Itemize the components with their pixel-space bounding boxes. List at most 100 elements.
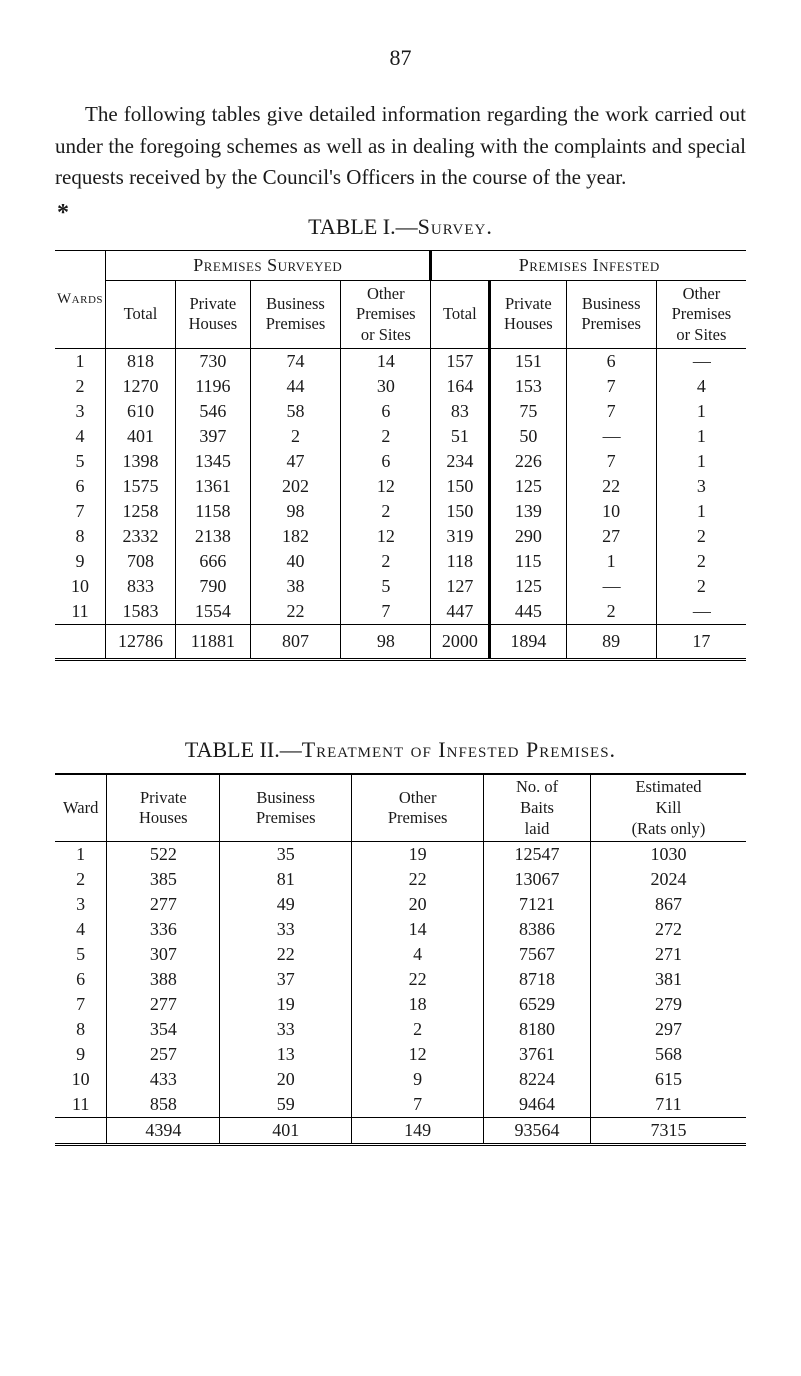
- t2-col-baits: No. ofBaitslaid: [484, 774, 591, 841]
- ward-number: 11: [55, 599, 106, 625]
- cell-value: 615: [590, 1067, 746, 1092]
- cell-value: 8224: [484, 1067, 591, 1092]
- ward-number: 1: [55, 349, 106, 375]
- cell-value: 7: [566, 449, 656, 474]
- cell-value: —: [656, 599, 746, 625]
- cell-value: 290: [490, 524, 566, 549]
- ward-number: 7: [55, 499, 106, 524]
- cell-value: 447: [431, 599, 490, 625]
- cell-value: 10: [566, 499, 656, 524]
- t1-total-7: 17: [656, 625, 746, 660]
- t2-total-1: 4394: [107, 1118, 220, 1145]
- cell-value: 38: [250, 574, 340, 599]
- cell-value: 37: [220, 967, 352, 992]
- ward-number: 10: [55, 1067, 107, 1092]
- cell-value: 433: [107, 1067, 220, 1092]
- cell-value: 157: [431, 349, 490, 375]
- table2-title-prefix: TABLE II.—: [185, 737, 302, 762]
- t2-total-5: 7315: [590, 1118, 746, 1145]
- marginal-mark-icon: *: [27, 195, 69, 231]
- ward-number: 4: [55, 917, 107, 942]
- cell-value: 6: [341, 449, 431, 474]
- cell-value: 226: [490, 449, 566, 474]
- cell-value: —: [566, 424, 656, 449]
- survey-table: Wards Premises Surveyed Premises Infeste…: [55, 250, 746, 662]
- table-row: 181873074141571516—: [55, 349, 746, 375]
- col-private-houses-2: PrivateHouses: [490, 280, 566, 349]
- cell-value: 381: [590, 967, 746, 992]
- cell-value: 153: [490, 374, 566, 399]
- cell-value: 5: [341, 574, 431, 599]
- cell-value: 7: [352, 1092, 484, 1118]
- ward-number: 6: [55, 474, 106, 499]
- cell-value: 7: [566, 399, 656, 424]
- cell-value: 33: [220, 1017, 352, 1042]
- cell-value: 9464: [484, 1092, 591, 1118]
- cell-value: 59: [220, 1092, 352, 1118]
- cell-value: 83: [431, 399, 490, 424]
- ward-number: 8: [55, 1017, 107, 1042]
- cell-value: 50: [490, 424, 566, 449]
- cell-value: 2: [341, 424, 431, 449]
- cell-value: 9: [352, 1067, 484, 1092]
- cell-value: 40: [250, 549, 340, 574]
- cell-value: 202: [250, 474, 340, 499]
- cell-value: 20: [220, 1067, 352, 1092]
- cell-value: 1398: [106, 449, 176, 474]
- t2-col-private: PrivateHouses: [107, 774, 220, 841]
- cell-value: 12: [341, 524, 431, 549]
- cell-value: 397: [175, 424, 250, 449]
- col-private-houses-1: PrivateHouses: [175, 280, 250, 349]
- table-row: 23858122130672024: [55, 867, 746, 892]
- table-row: 327749207121867: [55, 892, 746, 917]
- cell-value: 75: [490, 399, 566, 424]
- cell-value: 2332: [106, 524, 176, 549]
- ward-number: 3: [55, 399, 106, 424]
- table1-title-prefix: TABLE I.—: [308, 214, 417, 239]
- cell-value: 666: [175, 549, 250, 574]
- t1-total-0: 12786: [106, 625, 176, 660]
- cell-value: 14: [352, 917, 484, 942]
- cell-value: 13: [220, 1042, 352, 1067]
- cell-value: 730: [175, 349, 250, 375]
- cell-value: 33: [220, 917, 352, 942]
- ward-number: 10: [55, 574, 106, 599]
- cell-value: 115: [490, 549, 566, 574]
- cell-value: 1361: [175, 474, 250, 499]
- cell-value: 336: [107, 917, 220, 942]
- table2-title: TABLE II.—Treatment of Infested Premises…: [55, 737, 746, 763]
- cell-value: 2: [566, 599, 656, 625]
- cell-value: —: [656, 349, 746, 375]
- cell-value: 49: [220, 892, 352, 917]
- cell-value: 1158: [175, 499, 250, 524]
- cell-value: 6: [341, 399, 431, 424]
- cell-value: 790: [175, 574, 250, 599]
- ward-number: 7: [55, 992, 107, 1017]
- cell-value: 257: [107, 1042, 220, 1067]
- table-row: 433633148386272: [55, 917, 746, 942]
- table-row: 3610546586837571: [55, 399, 746, 424]
- table-row: 712581158982150139101: [55, 499, 746, 524]
- cell-value: 1: [656, 399, 746, 424]
- table-row: 104332098224615: [55, 1067, 746, 1092]
- cell-value: 150: [431, 499, 490, 524]
- cell-value: 1: [566, 549, 656, 574]
- cell-value: 568: [590, 1042, 746, 1067]
- table-row: 727719186529279: [55, 992, 746, 1017]
- cell-value: 833: [106, 574, 176, 599]
- cell-value: 125: [490, 574, 566, 599]
- cell-value: 388: [107, 967, 220, 992]
- col-other-premises-2: OtherPremisesor Sites: [656, 280, 746, 349]
- t2-col-kill: EstimatedKill(Rats only): [590, 774, 746, 841]
- cell-value: 18: [352, 992, 484, 1017]
- page-number: 87: [55, 45, 746, 71]
- intro-paragraph: * The following tables give detailed inf…: [55, 99, 746, 194]
- ward-number: 1: [55, 842, 107, 868]
- t2-total-4: 93564: [484, 1118, 591, 1145]
- table-row: 118585979464711: [55, 1092, 746, 1118]
- cell-value: 297: [590, 1017, 746, 1042]
- cell-value: 2: [341, 499, 431, 524]
- t1-total-4: 2000: [431, 625, 490, 660]
- cell-value: 234: [431, 449, 490, 474]
- super-header-surveyed: Premises Surveyed: [106, 250, 431, 280]
